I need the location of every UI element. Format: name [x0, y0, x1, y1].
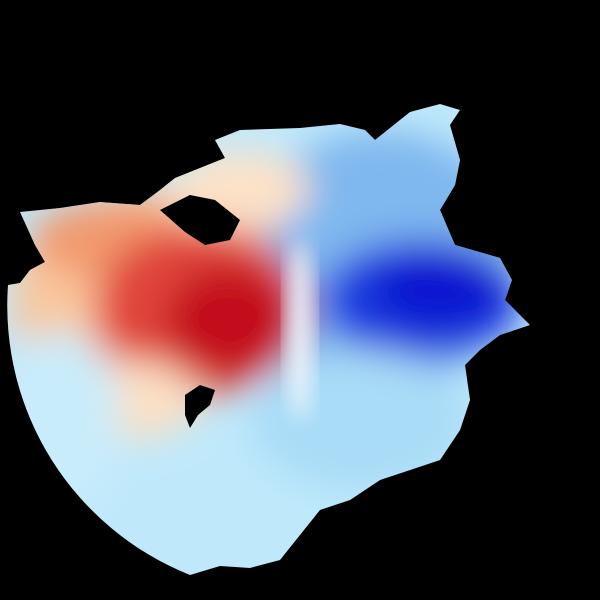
outbound-peak — [165, 265, 295, 375]
no-data-speckle — [185, 385, 215, 428]
zero-line — [288, 240, 312, 420]
echo-area — [7, 104, 530, 575]
no-data-gap — [160, 195, 240, 245]
inbound-peak — [370, 250, 510, 330]
